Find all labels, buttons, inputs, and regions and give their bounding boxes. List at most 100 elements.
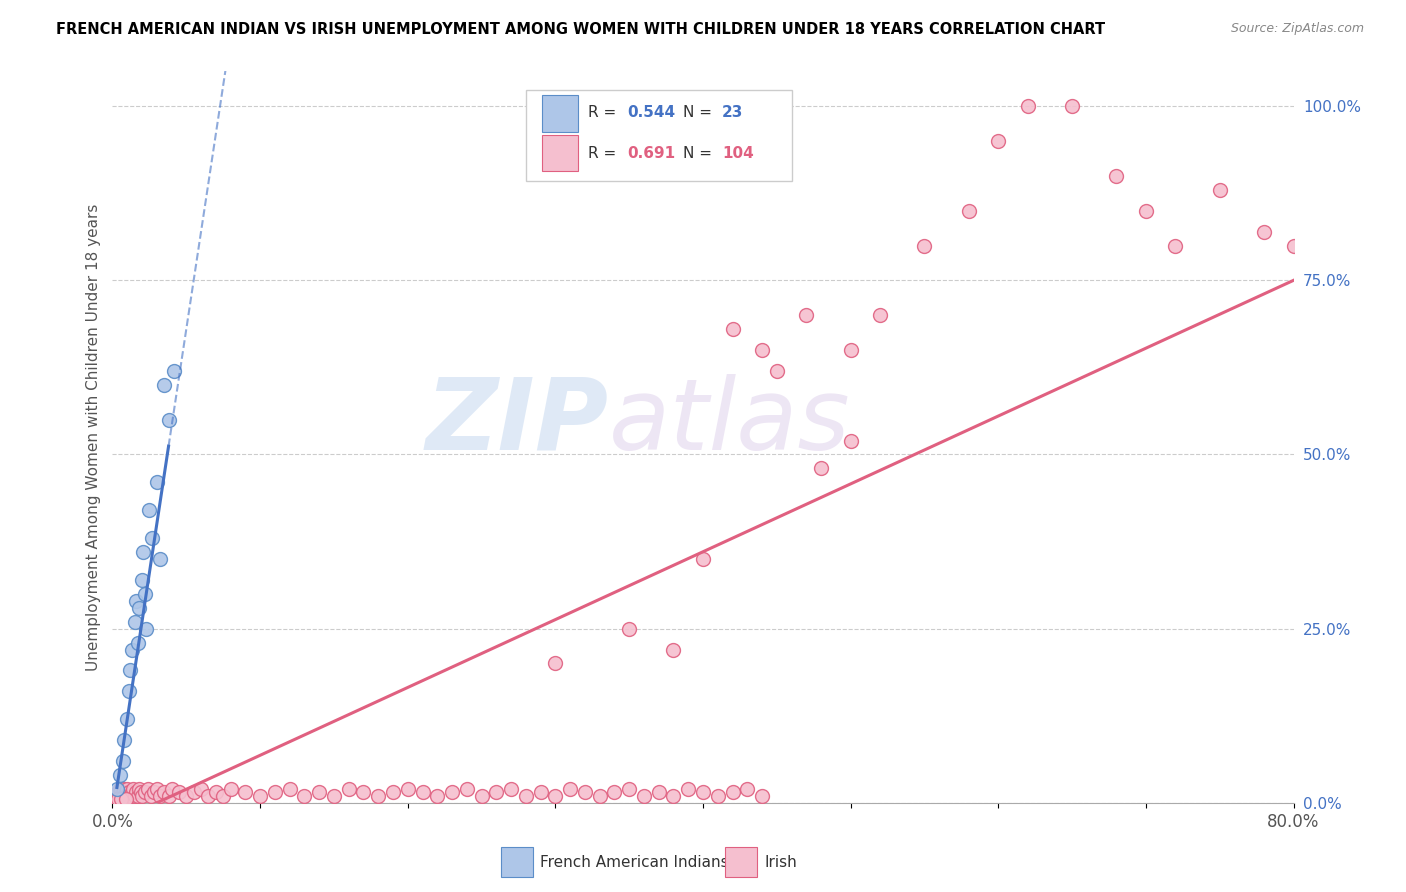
- Point: [111, 789, 134, 803]
- Point: [134, 587, 156, 601]
- Point: [619, 781, 641, 796]
- Point: [1017, 99, 1039, 113]
- Text: 0.691: 0.691: [627, 146, 675, 161]
- Y-axis label: Unemployment Among Women with Children Under 18 years: Unemployment Among Women with Children U…: [86, 203, 101, 671]
- Point: [190, 781, 212, 796]
- Point: [121, 642, 143, 657]
- Point: [108, 789, 131, 803]
- Point: [264, 785, 287, 799]
- Point: [619, 622, 641, 636]
- Point: [1208, 183, 1232, 197]
- Point: [131, 789, 153, 803]
- Point: [957, 203, 980, 218]
- Text: 104: 104: [721, 146, 754, 161]
- Point: [706, 789, 728, 803]
- FancyBboxPatch shape: [526, 90, 792, 181]
- Point: [914, 238, 936, 252]
- Point: [249, 789, 271, 803]
- Point: [766, 364, 789, 378]
- Point: [141, 531, 163, 545]
- Point: [167, 785, 190, 799]
- Point: [153, 785, 176, 799]
- Text: ZIP: ZIP: [426, 374, 609, 471]
- Point: [142, 785, 165, 799]
- Point: [136, 781, 159, 796]
- Point: [796, 308, 818, 322]
- Point: [233, 785, 256, 799]
- Point: [127, 789, 149, 803]
- Text: French American Indians: French American Indians: [540, 855, 728, 870]
- Point: [751, 343, 773, 357]
- Point: [529, 785, 551, 799]
- Text: R =: R =: [589, 105, 621, 120]
- Point: [120, 664, 142, 678]
- Point: [128, 781, 150, 796]
- Point: [987, 134, 1010, 148]
- Point: [146, 475, 169, 490]
- Point: [337, 781, 360, 796]
- Text: 23: 23: [721, 105, 744, 120]
- Point: [751, 789, 773, 803]
- Point: [183, 785, 205, 799]
- Point: [110, 781, 132, 796]
- FancyBboxPatch shape: [543, 95, 578, 132]
- Point: [149, 789, 172, 803]
- Point: [292, 789, 315, 803]
- Point: [112, 789, 135, 803]
- Point: [633, 789, 655, 803]
- Point: [574, 785, 596, 799]
- Text: atlas: atlas: [609, 374, 851, 471]
- Point: [112, 781, 135, 796]
- Point: [117, 712, 138, 726]
- Point: [737, 781, 759, 796]
- Point: [129, 785, 152, 799]
- Point: [124, 615, 146, 629]
- Point: [107, 785, 129, 799]
- FancyBboxPatch shape: [543, 135, 578, 171]
- Point: [128, 600, 150, 615]
- Point: [212, 789, 235, 803]
- Point: [1062, 99, 1084, 113]
- Point: [108, 768, 131, 782]
- Point: [678, 781, 700, 796]
- Point: [127, 635, 149, 649]
- Point: [382, 785, 405, 799]
- Point: [122, 781, 145, 796]
- Point: [163, 364, 186, 378]
- Point: [411, 785, 433, 799]
- Point: [139, 789, 162, 803]
- Point: [105, 781, 128, 796]
- Point: [352, 785, 374, 799]
- Point: [470, 789, 494, 803]
- Point: [135, 622, 157, 636]
- Point: [456, 781, 478, 796]
- Point: [138, 503, 160, 517]
- Point: [134, 785, 156, 799]
- Point: [1253, 225, 1275, 239]
- Point: [426, 789, 449, 803]
- Point: [721, 322, 744, 336]
- Point: [174, 789, 197, 803]
- Point: [132, 545, 155, 559]
- Point: [149, 552, 172, 566]
- Point: [603, 785, 626, 799]
- Point: [1105, 169, 1128, 183]
- Point: [105, 792, 128, 806]
- Point: [107, 792, 129, 806]
- Point: [323, 789, 346, 803]
- Point: [157, 789, 180, 803]
- Point: [869, 308, 891, 322]
- Point: [839, 434, 862, 448]
- Point: [120, 789, 142, 803]
- Point: [111, 754, 134, 768]
- Point: [1282, 238, 1305, 252]
- Point: [1312, 531, 1334, 545]
- Point: [278, 781, 301, 796]
- Text: N =: N =: [683, 146, 717, 161]
- Point: [810, 461, 832, 475]
- Point: [110, 792, 132, 806]
- Point: [110, 785, 132, 799]
- Point: [501, 781, 523, 796]
- Point: [1135, 203, 1157, 218]
- Text: Irish: Irish: [765, 855, 797, 870]
